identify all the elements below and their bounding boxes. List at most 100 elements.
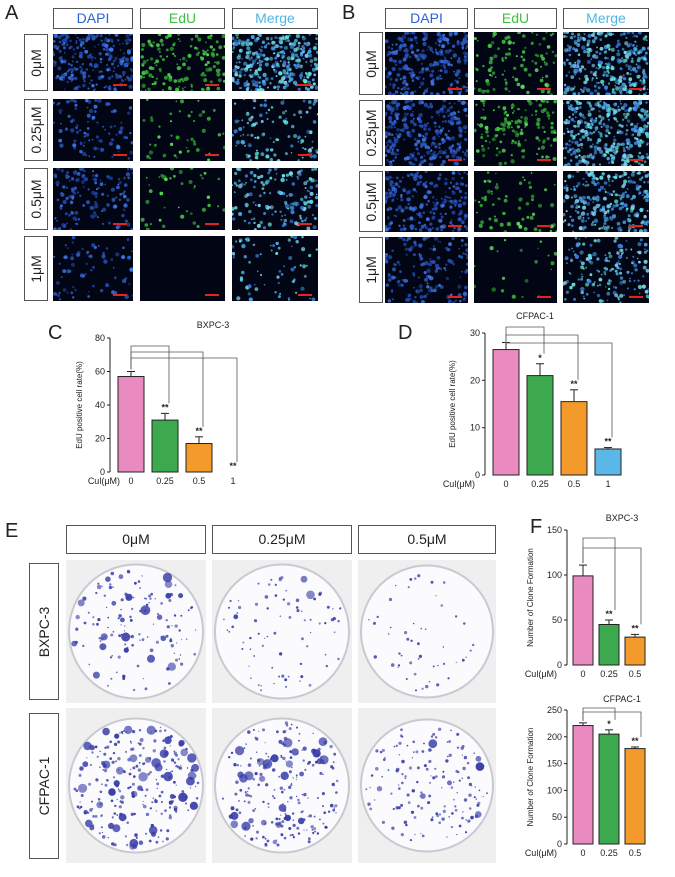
panel-a-header-edu: EdU: [140, 8, 225, 29]
y-axis-label: Number of Clone Formation: [526, 728, 535, 827]
micrograph-dapi: [53, 34, 133, 91]
y-tick-label: 10: [470, 423, 480, 433]
bar: [151, 419, 179, 473]
y-tick-label: 150: [547, 525, 562, 535]
scale-bar: [205, 84, 219, 86]
comparison-bracket: [505, 326, 545, 354]
micrograph-edu: [140, 236, 225, 301]
micrograph-dapi: [385, 171, 468, 232]
x-axis-label: Cul(μM): [525, 848, 557, 858]
chart-d: CFPAC-1 0 10 20 30 EdU positive cell rate(%) 0…: [405, 305, 675, 497]
comparison-bracket: [505, 340, 613, 438]
scale-bar: [629, 159, 643, 161]
panel-a-header-dapi: DAPI: [53, 8, 133, 29]
bar: [624, 748, 646, 845]
micrograph-dapi: [385, 237, 468, 303]
significance-label: **: [229, 461, 237, 471]
panel-b-header-dapi: DAPI: [385, 8, 468, 29]
y-tick-label: 40: [95, 400, 105, 410]
micrograph-merge: [563, 32, 649, 95]
x-tick-label: 1: [605, 479, 610, 489]
scale-bar: [629, 225, 643, 227]
significance-label: **: [570, 379, 578, 389]
chart-title: BXPC-3: [606, 513, 639, 523]
y-axis-label: EdU positive cell rate(%): [448, 360, 457, 448]
chart-f2-svg: CFPAC-1 0 50 100 150 200 250 Number of Clone Fo…: [525, 694, 646, 858]
y-tick-label: 100: [547, 785, 562, 795]
scale-bar: [298, 294, 312, 296]
x-tick-label: 0.25: [156, 476, 174, 486]
panel-e-row-label: BXPC-3: [29, 563, 59, 700]
scale-bar: [113, 154, 127, 156]
micrograph-edu: [474, 32, 557, 95]
scale-bar: [113, 294, 127, 296]
y-tick-label: 100: [547, 570, 562, 580]
y-axis-label: EdU positive cell rate(%): [75, 361, 84, 449]
y-axis-label: Number of Clone Formation: [526, 548, 535, 647]
y-tick-label: 0: [557, 660, 562, 670]
bar: [526, 375, 554, 476]
scale-bar: [537, 225, 551, 227]
scale-bar: [629, 296, 643, 298]
bar: [572, 575, 594, 666]
panel-a-row-label: 0μM: [24, 34, 48, 91]
x-tick-label: 0: [128, 476, 133, 486]
scale-bar: [448, 88, 462, 90]
panel-e-header: 0μM: [66, 525, 206, 554]
x-tick-label: 1: [230, 476, 235, 486]
panel-b-row-label: 0μM: [359, 32, 383, 95]
significance-label: **: [195, 426, 203, 436]
scale-bar: [113, 223, 127, 225]
micrograph-merge: [563, 100, 649, 166]
x-tick-label: 0.5: [629, 669, 642, 679]
micrograph-dapi: [53, 236, 133, 301]
y-tick-label: 0: [557, 839, 562, 849]
bar: [598, 624, 620, 666]
scale-bar: [537, 88, 551, 90]
chart-c: BXPC-3 0 20 40 60 80 EdU positive cell rate(%)…: [58, 312, 328, 497]
micrograph-merge: [232, 236, 318, 301]
y-tick-label: 20: [470, 375, 480, 385]
comparison-bracket: [505, 334, 579, 380]
x-tick-label: 0.5: [568, 479, 581, 489]
chart-title: CFPAC-1: [516, 311, 554, 321]
y-tick-label: 30: [470, 328, 480, 338]
significance-label: **: [161, 402, 169, 412]
chart-title: BXPC-3: [197, 320, 230, 330]
x-axis-label: Cul(μM): [88, 476, 120, 486]
panel-a-row-label: 0.5μM: [24, 168, 48, 230]
panel-a-letter: A: [5, 2, 19, 24]
micrograph-merge: [232, 168, 318, 230]
panel-f-letter: F: [530, 516, 543, 538]
significance-label: **: [605, 609, 613, 619]
significance-label: **: [631, 736, 639, 746]
panel-a-row-label: 1μM: [24, 236, 48, 301]
micrograph-edu: [474, 171, 557, 232]
bar: [624, 636, 646, 666]
culture-dish: [358, 560, 496, 703]
micrograph-merge: [232, 34, 318, 91]
y-tick-label: 80: [95, 333, 105, 343]
significance-label: *: [607, 719, 611, 729]
comparison-bracket: [582, 547, 642, 625]
panel-e-letter: E: [5, 520, 19, 542]
panel-e-header: 0.25μM: [212, 525, 352, 554]
x-tick-label: 0: [503, 479, 508, 489]
bar: [560, 401, 588, 476]
bar: [185, 443, 213, 473]
bar: [598, 733, 620, 845]
scale-bar: [537, 296, 551, 298]
micrograph-dapi: [385, 100, 468, 166]
micrograph-edu: [140, 168, 225, 230]
scale-bar: [298, 223, 312, 225]
micrograph-edu: [140, 34, 225, 91]
significance-label: *: [538, 353, 542, 363]
y-tick-label: 50: [552, 812, 562, 822]
scale-bar: [629, 88, 643, 90]
scale-bar: [537, 159, 551, 161]
panel-e-header: 0.5μM: [358, 525, 496, 554]
chart-d-svg: CFPAC-1 0 10 20 30 EdU positive cell rate(%) 0…: [443, 311, 622, 489]
scale-bar: [448, 159, 462, 161]
bar: [117, 376, 145, 473]
scale-bar: [448, 225, 462, 227]
